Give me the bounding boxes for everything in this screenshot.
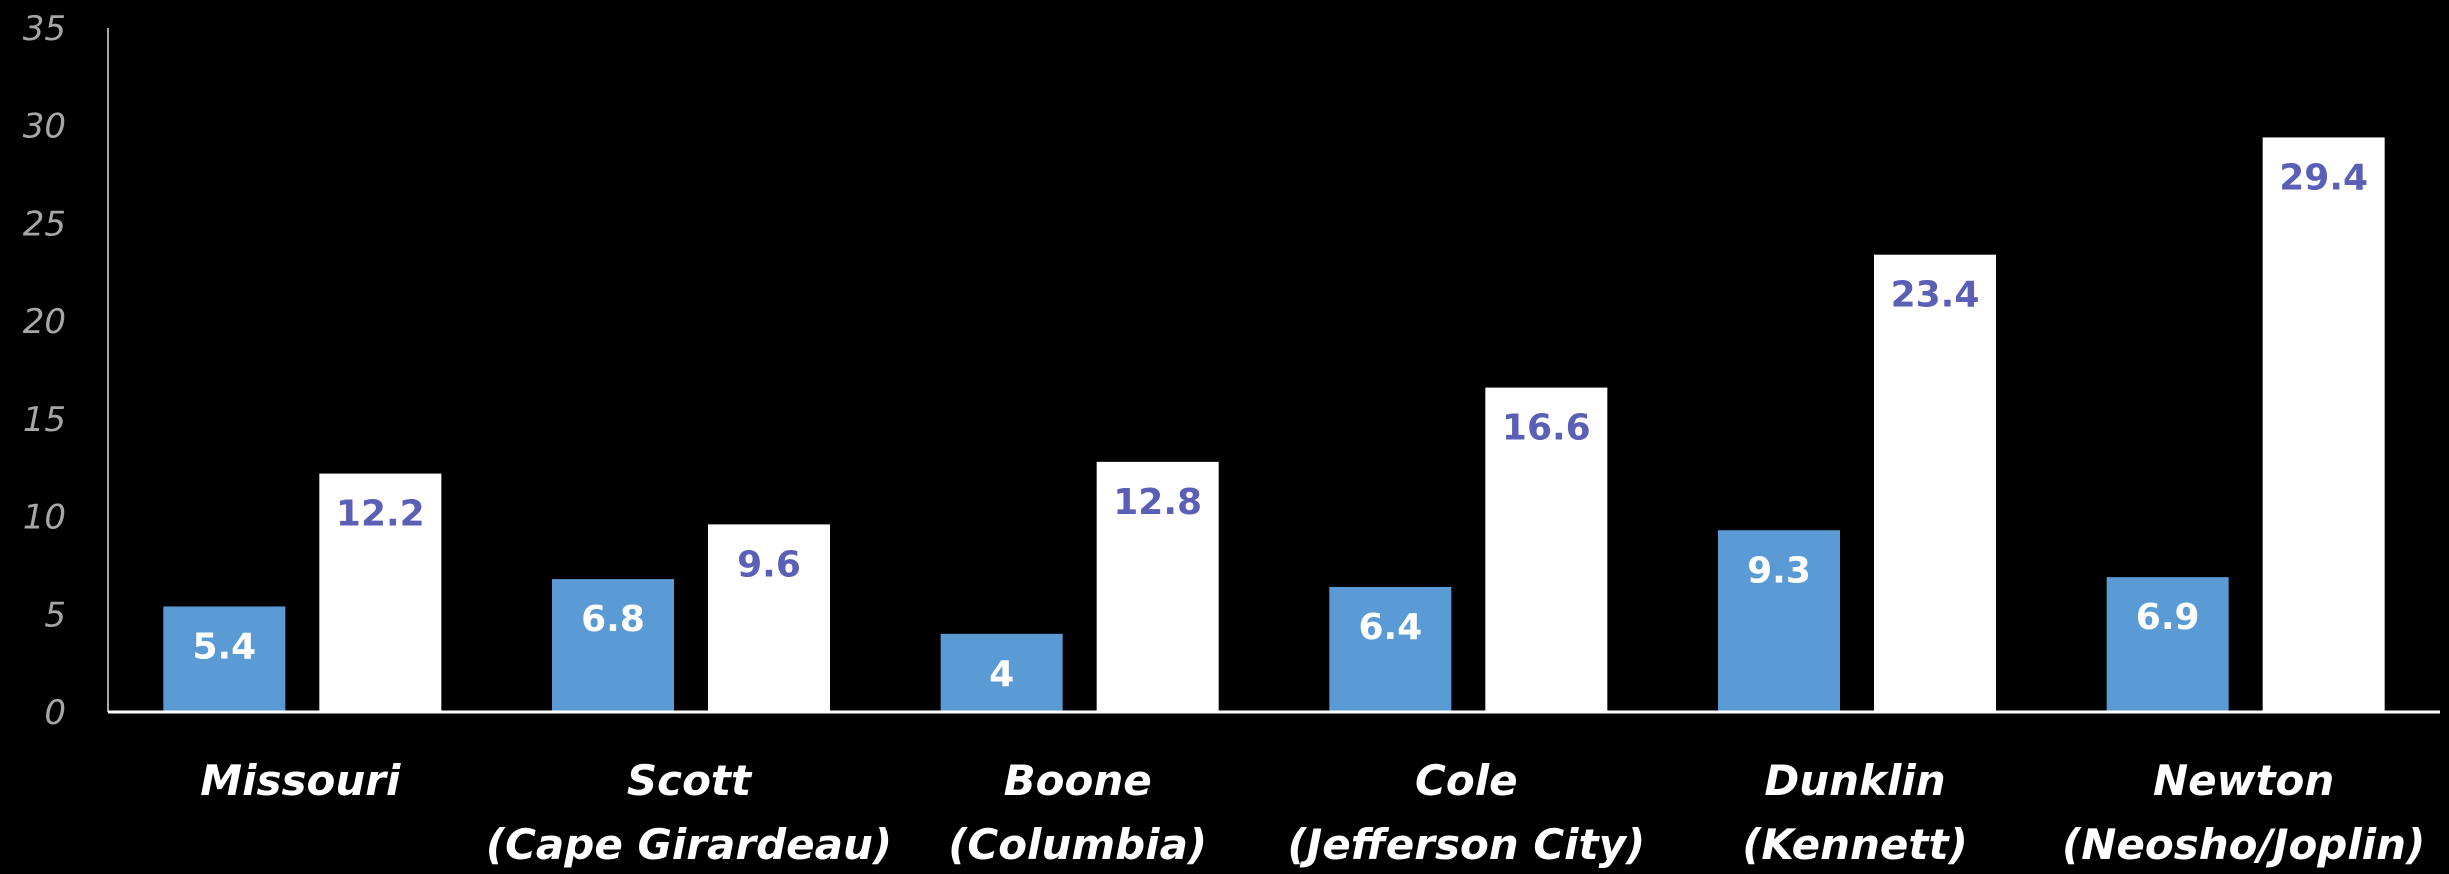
category-name: Boone (1004, 756, 1152, 805)
y-axis: 0 5 10 15 20 25 30 35 (23, 9, 109, 733)
category-subtitle: (Cape Girardeau) (486, 820, 892, 869)
category-name: Cole (1415, 756, 1518, 805)
category-name: Dunklin (1764, 756, 1945, 805)
y-tick-label: 15 (23, 400, 66, 440)
y-tick-label: 0 (44, 693, 66, 733)
data-label: 16.6 (1502, 408, 1591, 449)
category-label: Newton (Neosho/Joplin) (2062, 756, 2425, 869)
category-subtitle: (Columbia) (948, 820, 1207, 869)
bars (163, 137, 2385, 712)
data-label: 12.8 (1113, 482, 1202, 523)
data-label: 6.4 (1358, 607, 1422, 648)
category-label: Boone (Columbia) (948, 756, 1207, 869)
bar-series-1 (940, 633, 1063, 712)
y-tick-label: 10 (23, 498, 66, 538)
data-label: 12.2 (336, 494, 425, 535)
category-subtitle: (Kennett) (1742, 820, 1968, 869)
category-label: Scott (Cape Girardeau) (486, 756, 892, 869)
data-label: 29.4 (2279, 157, 2368, 198)
bar-series-2 (319, 473, 442, 712)
data-label: 9.6 (737, 544, 801, 585)
y-tick-label: 5 (44, 595, 66, 635)
data-label: 6.9 (2136, 597, 2200, 638)
data-labels: 5.4 6.8 4 6.4 9.3 6.9 12.2 9.6 12.8 16.6 23.4 29.4 (192, 157, 2368, 694)
bar-series-1 (1718, 530, 1840, 712)
category-label: Missouri (200, 756, 401, 805)
category-name: Missouri (200, 756, 401, 805)
category-label: Dunklin (Kennett) (1742, 756, 1968, 869)
bar-series-2 (1874, 254, 1996, 712)
category-labels: Missouri Scott (Cape Girardeau) Boone (Colum… (200, 756, 2425, 869)
y-tick-label: 20 (23, 302, 66, 342)
y-tick-label: 35 (23, 9, 66, 49)
bar-series-2 (1096, 461, 1219, 712)
data-label: 6.8 (581, 599, 645, 640)
bar-series-1 (163, 606, 286, 712)
y-tick-label: 30 (23, 107, 66, 147)
category-subtitle: (Jefferson City) (1287, 820, 1645, 869)
bar-series-1 (552, 579, 674, 712)
category-name: Scott (627, 756, 753, 805)
data-label: 23.4 (1891, 275, 1980, 316)
bar-series-2 (2262, 137, 2385, 712)
bar-series-1 (1329, 586, 1452, 712)
data-label: 4 (989, 654, 1014, 695)
category-subtitle: (Neosho/Joplin) (2062, 820, 2425, 869)
bar-series-2 (708, 524, 830, 712)
data-label: 5.4 (192, 626, 256, 667)
category-label: Cole (Jefferson City) (1287, 756, 1645, 869)
data-label: 9.3 (1747, 550, 1811, 591)
bar-series-2 (1485, 387, 1608, 712)
bar-series-1 (2106, 577, 2229, 712)
y-tick-label: 25 (23, 204, 66, 244)
category-name: Newton (2153, 756, 2334, 805)
